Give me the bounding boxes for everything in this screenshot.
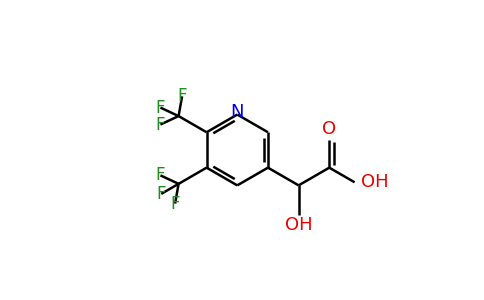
Text: F: F (156, 116, 165, 134)
Text: N: N (230, 103, 244, 121)
Text: OH: OH (285, 216, 313, 234)
Text: F: F (156, 185, 166, 203)
Text: F: F (156, 99, 165, 117)
Text: F: F (177, 87, 187, 105)
Text: O: O (322, 120, 336, 138)
Text: F: F (170, 195, 180, 213)
Text: F: F (156, 167, 165, 184)
Text: OH: OH (361, 173, 389, 191)
